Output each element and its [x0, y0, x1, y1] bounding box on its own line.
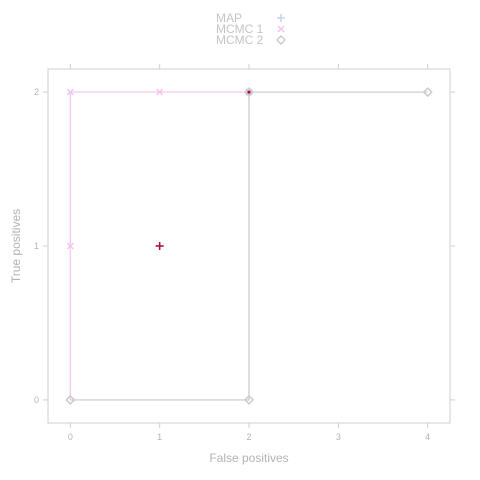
series-line-mcmc-2 — [70, 91, 428, 401]
x-tick-label-0: 0 — [68, 432, 73, 442]
point-mcmc-1-1 — [66, 88, 74, 96]
point-mcmc-2-3 — [422, 87, 433, 98]
legend-marker-mcmc-1 — [277, 25, 285, 33]
x-tick-label-3: 3 — [336, 432, 341, 442]
overlap-marker-1 — [247, 90, 251, 94]
series-lines — [69, 91, 428, 401]
y-tick-label-1: 1 — [34, 241, 39, 251]
x-tick-label-4: 4 — [425, 432, 430, 442]
legend-marker-map — [277, 14, 285, 22]
point-mcmc-2-0 — [65, 394, 76, 405]
y-axis-label: True positives — [9, 209, 23, 283]
legend-label-map: MAP — [216, 11, 242, 25]
y-tick-label-2: 2 — [34, 87, 39, 97]
point-mcmc-1-0 — [66, 242, 74, 250]
overlap-marker-0 — [155, 242, 164, 250]
legend-label-mcmc-1: MCMC 1 — [216, 22, 264, 36]
legend-marker-mcmc-2 — [276, 35, 286, 45]
point-mcmc-2-1 — [244, 394, 254, 405]
y-tick-label-0: 0 — [34, 395, 39, 405]
point-mcmc-1-2 — [156, 88, 164, 96]
data-points — [65, 87, 433, 405]
x-tick-label-1: 1 — [157, 432, 162, 442]
axis-ticks: 0 1 2 3 4 0 1 2 — [34, 64, 455, 442]
point-mcmc-2-2 — [244, 87, 254, 98]
legend-label-mcmc-2: MCMC 2 — [216, 33, 264, 47]
x-axis-label: False positives — [209, 451, 288, 465]
x-tick-label-2: 2 — [246, 432, 251, 442]
